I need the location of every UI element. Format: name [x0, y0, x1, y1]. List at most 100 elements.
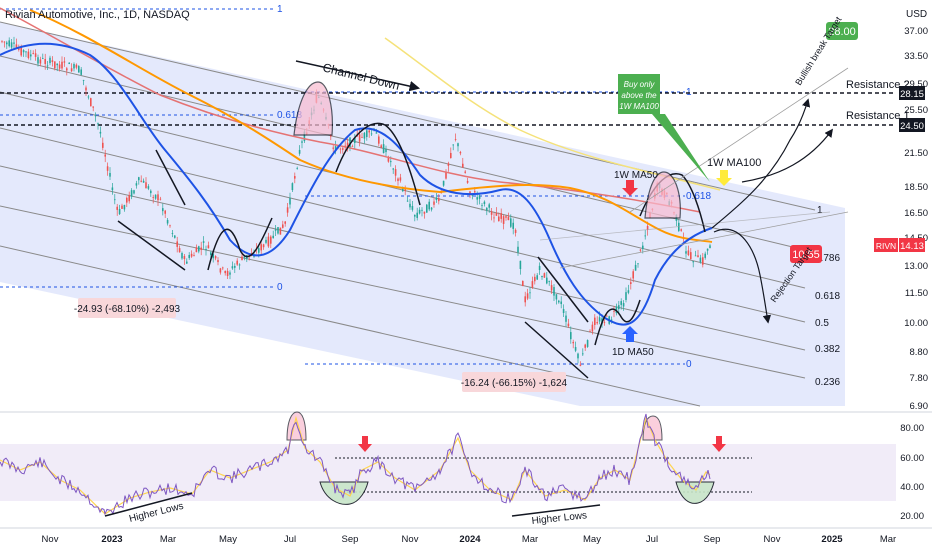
- time-axis-tick: Nov: [402, 534, 419, 545]
- rsi-axis[interactable]: 80.00 60.00 40.00 20.00: [900, 423, 924, 522]
- candle-body: [543, 273, 546, 278]
- candle-body: [183, 256, 186, 260]
- candle-body: [586, 340, 589, 347]
- price-axis-tick: 33.50: [904, 51, 928, 62]
- candle-body: [58, 64, 61, 69]
- candle-body: [397, 178, 399, 182]
- candle-body: [114, 199, 116, 201]
- ma100-curve-arrow: [741, 128, 833, 183]
- candle-body: [594, 317, 596, 325]
- candle-body: [622, 303, 625, 307]
- candle-body: [514, 229, 517, 233]
- time-axis-tick: Sep: [342, 534, 359, 545]
- candle-body: [195, 247, 198, 253]
- candle-body: [66, 68, 68, 71]
- candle-body: [589, 331, 591, 332]
- rsi-axis-tick: 40.00: [900, 482, 924, 493]
- candle-body: [634, 264, 637, 271]
- candle-body: [78, 66, 80, 73]
- price-tag-28-15: 28.15: [900, 89, 924, 100]
- candle-body: [3, 41, 6, 43]
- time-axis-tick: 2025: [821, 534, 843, 545]
- candle-body: [49, 57, 51, 64]
- resistance-1-label: Resistance 1: [846, 110, 910, 122]
- candle-body: [502, 216, 505, 224]
- price-axis-tick: 11.50: [905, 288, 928, 299]
- candle-body: [618, 305, 620, 310]
- candle-body: [282, 224, 284, 228]
- candle-body: [392, 168, 394, 170]
- candle-body: [510, 218, 512, 227]
- candle-body: [207, 245, 210, 249]
- measure-left-box: [78, 298, 176, 318]
- candle-body: [231, 266, 234, 269]
- candle-body: [54, 61, 56, 69]
- candle-body: [495, 213, 498, 216]
- time-axis[interactable]: Nov 2023 Mar May Jul Sep Nov 2024 Mar May Jul Sep No…: [42, 534, 897, 545]
- candle-body: [694, 255, 697, 257]
- ma50-line: [0, 42, 713, 326]
- candle-body: [435, 197, 438, 200]
- candle-body: [498, 216, 500, 222]
- candle-body: [258, 248, 260, 253]
- candle-body: [238, 264, 241, 266]
- candle-body: [476, 197, 478, 200]
- candle-body: [639, 249, 642, 251]
- time-axis-tick: Mar: [522, 534, 538, 545]
- candle-body: [454, 138, 457, 140]
- bearish-path-arrow: [713, 228, 772, 324]
- candle-body: [92, 106, 94, 108]
- candle-body: [174, 235, 176, 238]
- candle-body: [169, 225, 171, 227]
- bullish-path-arrow: [711, 98, 811, 229]
- candle-body: [402, 188, 404, 192]
- candle-body: [301, 141, 303, 143]
- candle-body: [193, 255, 195, 257]
- candle-body: [579, 364, 582, 366]
- candle-body: [243, 256, 246, 258]
- candle-body: [507, 216, 510, 221]
- candle-body: [591, 324, 594, 332]
- fib-right-0618: 0.618: [815, 291, 840, 302]
- candle-body: [102, 142, 104, 148]
- candle-body: [32, 52, 34, 54]
- candle-body: [687, 250, 690, 256]
- candle-body: [421, 209, 423, 211]
- candle-body: [706, 248, 709, 251]
- candle-body: [130, 190, 133, 197]
- candle-body: [399, 177, 402, 181]
- projection-upper: [629, 67, 849, 213]
- candle-body: [685, 251, 687, 254]
- candle-body: [572, 341, 574, 344]
- candle-body: [274, 229, 277, 231]
- candle-body: [262, 244, 265, 248]
- price-tag-28-15-bg: [899, 86, 925, 100]
- candle-body: [361, 136, 363, 138]
- candle-body: [538, 265, 541, 270]
- candle-body: [394, 169, 397, 176]
- candle-body: [469, 191, 471, 195]
- candle-body: [452, 144, 454, 146]
- candle-body: [565, 315, 567, 322]
- candle-body: [560, 301, 562, 305]
- bullish-target-value: 28.00: [828, 26, 856, 38]
- candle-body: [567, 323, 570, 327]
- buy-arrow-price: [622, 326, 638, 342]
- candle-body: [138, 177, 140, 181]
- candle-body: [709, 245, 711, 249]
- rsi-axis-tick: 60.00: [900, 453, 924, 464]
- candle-body: [291, 183, 294, 191]
- time-axis-tick: May: [583, 534, 601, 545]
- channel-down-arrow: [295, 60, 421, 92]
- candle-body: [142, 180, 145, 183]
- fib-left-0618: 0.618: [277, 110, 302, 121]
- candle-body: [603, 321, 606, 323]
- fib-mid-0: 0: [686, 359, 692, 370]
- candle-body: [214, 256, 217, 259]
- channel-down-area: [0, 22, 845, 406]
- candle-body: [426, 204, 428, 213]
- price-axis[interactable]: 37.0033.5029.5025.5021.5018.5016.5014.50…: [904, 26, 928, 412]
- projection-lower: [559, 211, 849, 269]
- candle-body: [349, 137, 351, 148]
